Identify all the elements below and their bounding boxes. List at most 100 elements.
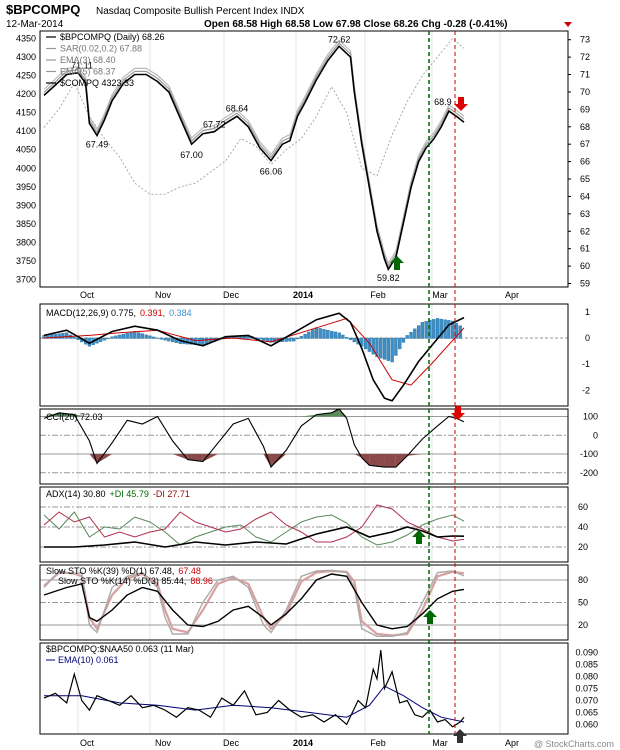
price-right-tick-label: 64 <box>580 191 590 201</box>
macd-histogram-bar <box>416 325 421 339</box>
price-left-tick-label: 4150 <box>16 108 36 118</box>
macd-histogram-bar <box>288 337 292 342</box>
macd-tick-label: -1 <box>582 359 590 369</box>
adx-legend-item: +DI 45.79 <box>110 489 149 499</box>
macd-histogram-bar <box>401 337 406 343</box>
time-axis-label: Feb <box>370 290 386 300</box>
time-axis-label: Oct <box>80 290 95 300</box>
price-right-tick-label: 61 <box>580 244 590 254</box>
green-up-arrow-icon <box>390 256 404 270</box>
price-annotation: 67.00 <box>180 150 203 160</box>
cci-oversold-fill <box>263 454 272 468</box>
chart-symbol: $BPCOMPQ <box>6 2 80 17</box>
price-legend-item: SAR(0.02,0.2) 67.88 <box>60 44 142 54</box>
ratio-legend-2: EMA(10) 0.061 <box>58 655 119 665</box>
cci-tick-label: -200 <box>580 468 598 478</box>
adx-legend-item: ADX(14) 30.80 <box>46 489 106 499</box>
ratio-tick-label: 0.060 <box>575 719 598 729</box>
adx-tick-label: 40 <box>578 522 588 532</box>
price-left-tick-label: 3800 <box>16 237 36 247</box>
macd-histogram-bar <box>310 329 315 339</box>
macd-histogram-bar <box>360 337 364 347</box>
price-right-tick-label: 67 <box>580 139 590 149</box>
macd-tick-label: -2 <box>582 385 590 395</box>
macd-histogram-bar <box>454 323 459 339</box>
macd-histogram-bar <box>292 337 296 342</box>
macd-histogram-bar <box>110 336 114 339</box>
macd-histogram-bar <box>133 331 137 339</box>
macd-histogram-bar <box>121 333 126 339</box>
macd-histogram-bar <box>307 331 311 339</box>
macd-histogram-bar <box>382 337 387 360</box>
price-right-tick-label: 62 <box>580 226 590 236</box>
price-left-tick-label: 3900 <box>16 200 36 210</box>
macd-histogram-bar <box>341 334 345 339</box>
macd-histogram-bar <box>352 337 356 343</box>
macd-legend-item: 0.384 <box>169 308 192 318</box>
macd-histogram-bar <box>163 337 167 341</box>
macd-histogram-bar <box>326 330 330 339</box>
gray-up-arrow-icon <box>453 729 467 743</box>
macd-histogram-bar <box>155 337 160 339</box>
time-axis-label: Mar <box>432 290 448 300</box>
ema5-line <box>43 39 465 265</box>
macd-histogram-bar <box>261 337 266 341</box>
macd-histogram-bar <box>140 333 145 339</box>
macd-panel-frame <box>39 303 569 407</box>
macd-histogram-bar <box>398 337 402 350</box>
macd-histogram-bar <box>413 328 417 339</box>
adx-legend-item: -DI 27.71 <box>153 489 190 499</box>
ratio-tick-label: 0.080 <box>575 672 598 682</box>
ratio-legend-1: $BPCOMPQ:$NAA50 0.063 (11 Mar) <box>46 644 194 654</box>
adx-tick-label: 20 <box>578 542 588 552</box>
cci-oversold-fill <box>361 454 370 466</box>
price-panel-frame <box>39 30 569 288</box>
minus-di-line <box>43 504 465 543</box>
sto14-legend: Slow STO %K(14) %D(3) 85.44, 88.96 <box>58 576 213 586</box>
price-left-tick-label: 3750 <box>16 256 36 266</box>
macd-histogram-bar <box>159 337 163 340</box>
cci-overbought-fill <box>74 414 90 417</box>
macd-histogram-bar <box>435 318 440 339</box>
cci-oversold-fill <box>384 454 396 468</box>
price-annotation: 66.06 <box>260 167 283 177</box>
price-legend-item: $COMPQ 4323.33 <box>60 78 134 88</box>
macd-histogram-bar <box>314 327 319 339</box>
plus-di-line <box>43 511 465 546</box>
macd-histogram-bar <box>390 337 394 363</box>
green-up-arrow-icon <box>412 530 426 544</box>
price-legend-item: $BPCOMPQ (Daily) 68.26 <box>60 32 165 42</box>
macd-histogram-bar <box>337 332 341 339</box>
price-right-tick-label: 72 <box>580 52 590 62</box>
cci-oversold-fill <box>96 454 113 464</box>
macd-histogram-bar <box>258 337 262 340</box>
macd-histogram-bar <box>144 334 148 339</box>
time-axis-label: Oct <box>80 738 95 748</box>
macd-histogram-bar <box>432 319 436 339</box>
macd-histogram-bar <box>106 337 110 339</box>
cci-oversold-fill <box>369 454 385 468</box>
macd-histogram-bar <box>269 337 273 343</box>
sto-tick-label: 50 <box>578 598 588 608</box>
price-right-tick-label: 66 <box>580 157 590 167</box>
macd-histogram-bar <box>197 337 201 345</box>
time-axis-label: 2014 <box>293 738 313 748</box>
macd-histogram-bar <box>65 332 69 339</box>
watermark: @ StockCharts.com <box>534 739 614 749</box>
time-axis-label: Dec <box>223 738 240 748</box>
macd-histogram-bar <box>125 333 129 339</box>
time-axis-label: Apr <box>505 738 519 748</box>
macd-histogram-bar <box>322 329 326 339</box>
time-axis-label: Apr <box>505 290 519 300</box>
price-left-tick-label: 4050 <box>16 145 36 155</box>
macd-tick-label: 1 <box>585 307 590 317</box>
macd-histogram-bar <box>170 337 175 343</box>
macd-tick-label: 0 <box>585 333 590 343</box>
cci-legend: CCI(20) 72.03 <box>46 412 103 422</box>
price-right-tick-label: 63 <box>580 209 590 219</box>
macd-histogram-bar <box>57 333 61 339</box>
price-annotation: 72.62 <box>328 34 351 44</box>
macd-histogram-bar <box>76 337 80 340</box>
macd-histogram-bar <box>424 321 428 339</box>
macd-histogram-bar <box>447 320 451 339</box>
